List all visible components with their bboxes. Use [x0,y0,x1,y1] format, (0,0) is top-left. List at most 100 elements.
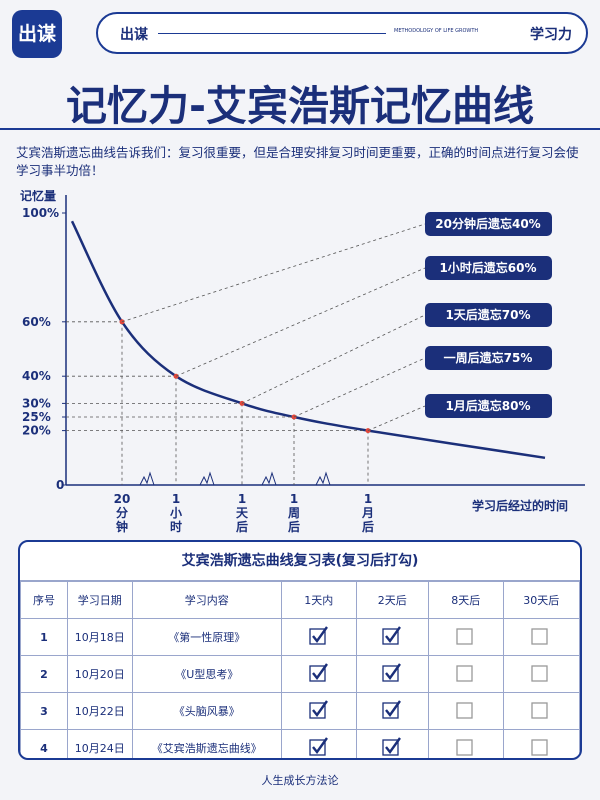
x-tick-label: 1 小时 [170,492,182,534]
x-tick-label: 1 天后 [236,492,249,534]
checkbox[interactable] [309,625,329,646]
checkbox[interactable] [531,737,551,757]
column-header: 2天后 [355,581,430,619]
column-header: 序号 [20,581,68,619]
check-cell [502,692,580,730]
check-cell [502,655,580,693]
callout-line [121,223,426,323]
callout-box [425,346,552,370]
axis-squiggle [199,471,215,486]
footer: 人生成长方法论 [261,774,339,787]
checkbox[interactable] [309,699,329,720]
check-cell [428,692,504,730]
check-cell [355,729,430,758]
axis-squiggle [261,471,277,486]
tagline: METHODOLOGY OF LIFE GROWTH [394,28,479,34]
cell: 1 [20,618,68,656]
callout: 20分钟后遗忘40% [435,216,540,231]
axis-squiggle [315,471,331,486]
point [173,373,179,379]
checkbox[interactable] [456,626,476,646]
y-tick-label: 20% [22,424,51,438]
check-cell [355,618,430,656]
y-tick-label: 40% [22,369,51,383]
y-axis-title: 记忆量 [20,190,56,203]
checkbox[interactable] [531,700,551,720]
row: 1 10月18日 《第一性原理》 [20,618,580,656]
column-header: 学习内容 [131,581,283,619]
check-cell [281,692,357,730]
title-rule [0,128,600,130]
callout-box [425,256,552,280]
table: 序号 学习日期 学习内容 1天内 2天后 8天后 30天后 1 10月18日 《第一性原理》 2 10… [20,581,580,758]
callout-box [425,212,552,236]
title: 记忆力-艾宾浩斯记忆曲线 [65,82,534,130]
checkbox[interactable] [309,736,329,757]
row: 2 10月20日 《U型思考》 [20,655,580,693]
check-cell [281,729,357,758]
cell: 《第一性原理》 [131,618,283,656]
cell: 《U型思考》 [131,655,283,693]
header-row: 序号 学习日期 学习内容 1天内 2天后 8天后 30天后 [20,581,580,619]
cell: 《艾宾浩斯遗忘曲线》 [131,729,283,758]
table-title: 艾宾浩斯遗忘曲线复习表(复习后打勾) [20,542,580,581]
column-header: 1天内 [281,581,357,619]
checkbox[interactable] [531,626,551,646]
check-cell [502,618,580,656]
checkbox[interactable] [456,737,476,757]
table-body: 1 10月18日 《第一性原理》 2 10月20日 《U型思考》 3 10月22日 《头脑风暴》… [20,618,580,758]
section: 学习力 [530,27,572,43]
column-header: 8天后 [428,581,504,619]
table-box: 艾宾浩斯遗忘曲线复习表(复习后打勾) 序号 学习日期 学习内容 1天内 2天后 8天后 30… [18,540,582,760]
x-axis-title: 学习后经过的时间 [472,498,568,513]
checkbox[interactable] [382,699,402,720]
column-header: 学习日期 [67,581,133,619]
callout-line [241,314,426,404]
checkbox[interactable] [456,663,476,683]
checkbox[interactable] [456,700,476,720]
check-cell [502,729,580,758]
intro: 艾宾浩斯遗忘曲线告诉我们：复习很重要，但是合理安排复习时间更重要，正确的时间点进… [16,145,579,178]
check-cell [428,655,504,693]
cell: 2 [20,655,68,693]
y-tick-label: 0 [56,478,64,492]
brand: 出谋 [120,27,148,43]
y-tick-label: 60% [22,315,51,329]
callout-line [175,267,426,377]
row: 4 10月24日 《艾宾浩斯遗忘曲线》 [20,729,580,758]
check-cell [281,618,357,656]
checkbox[interactable] [531,663,551,683]
callout-box [425,394,552,418]
cell: 10月20日 [67,655,133,693]
check-cell [428,729,504,758]
callout: 1月后遗忘80% [445,398,530,413]
checkbox[interactable] [382,736,402,757]
column-header: 30天后 [502,581,580,619]
y-tick-label: 30% [22,396,51,410]
checkbox[interactable] [382,662,402,683]
axis-squiggle [139,471,155,486]
x-tick-label: 1 周后 [288,492,300,534]
callout: 1天后遗忘70% [445,307,530,322]
check-cell [355,692,430,730]
checkbox[interactable] [309,662,329,683]
cell: 10月24日 [67,729,133,758]
check-cell [355,655,430,693]
row: 3 10月22日 《头脑风暴》 [20,692,580,730]
cell: 10月18日 [67,618,133,656]
header-bar: 出谋 METHODOLOGY OF LIFE GROWTH 学习力 [96,12,588,54]
header-rule [158,33,386,34]
x-tick-label: 20 分钟 [114,492,131,534]
check-cell [428,618,504,656]
checkbox[interactable] [382,625,402,646]
callout-line [293,357,426,418]
callout-line [367,405,426,431]
cell: 10月22日 [67,692,133,730]
x-tick-label: 1 月后 [361,492,374,534]
callout: 1小时后遗忘60% [439,260,536,275]
y-tick-label: 100% [22,206,59,220]
y-tick-label: 25% [22,410,51,424]
cell: 4 [20,729,68,758]
